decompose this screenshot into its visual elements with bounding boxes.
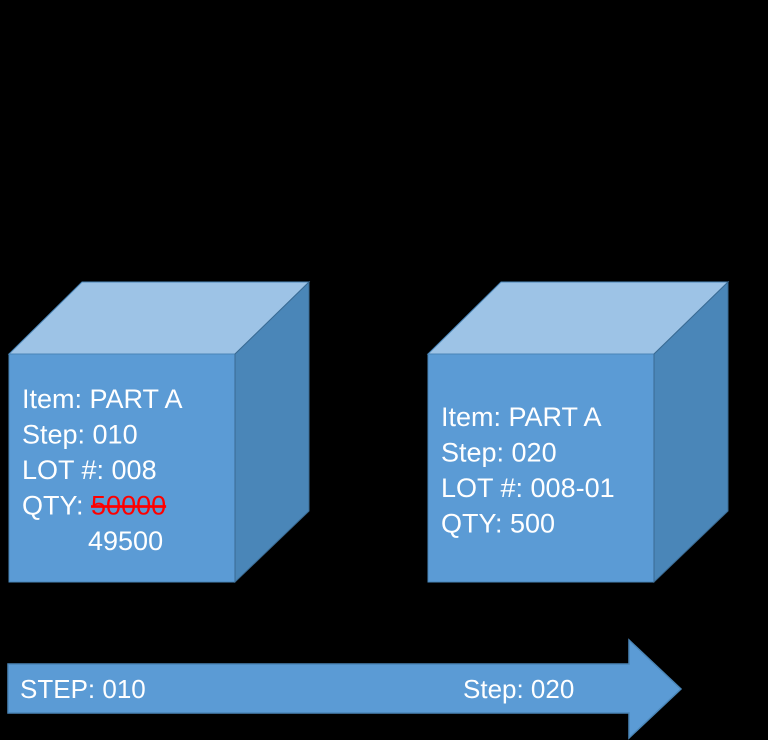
svg-text:Step: 020: Step: 020 [441, 437, 557, 467]
svg-text:LOT #: 008-01: LOT #: 008-01 [441, 473, 615, 503]
svg-text:QTY: 500: QTY: 500 [441, 508, 555, 538]
svg-text:STEP: 010: STEP: 010 [20, 674, 146, 704]
svg-text:49500: 49500 [88, 526, 163, 556]
svg-text:LOT #: 008: LOT #: 008 [22, 455, 157, 485]
svg-text:Item: PART A: Item: PART A [22, 384, 183, 414]
svg-text:Step: 020: Step: 020 [463, 674, 574, 704]
svg-text:Item: PART A: Item: PART A [441, 402, 602, 432]
svg-text:Step: 010: Step: 010 [22, 420, 138, 450]
svg-text:QTY: 50000: QTY: 50000 [22, 491, 166, 521]
